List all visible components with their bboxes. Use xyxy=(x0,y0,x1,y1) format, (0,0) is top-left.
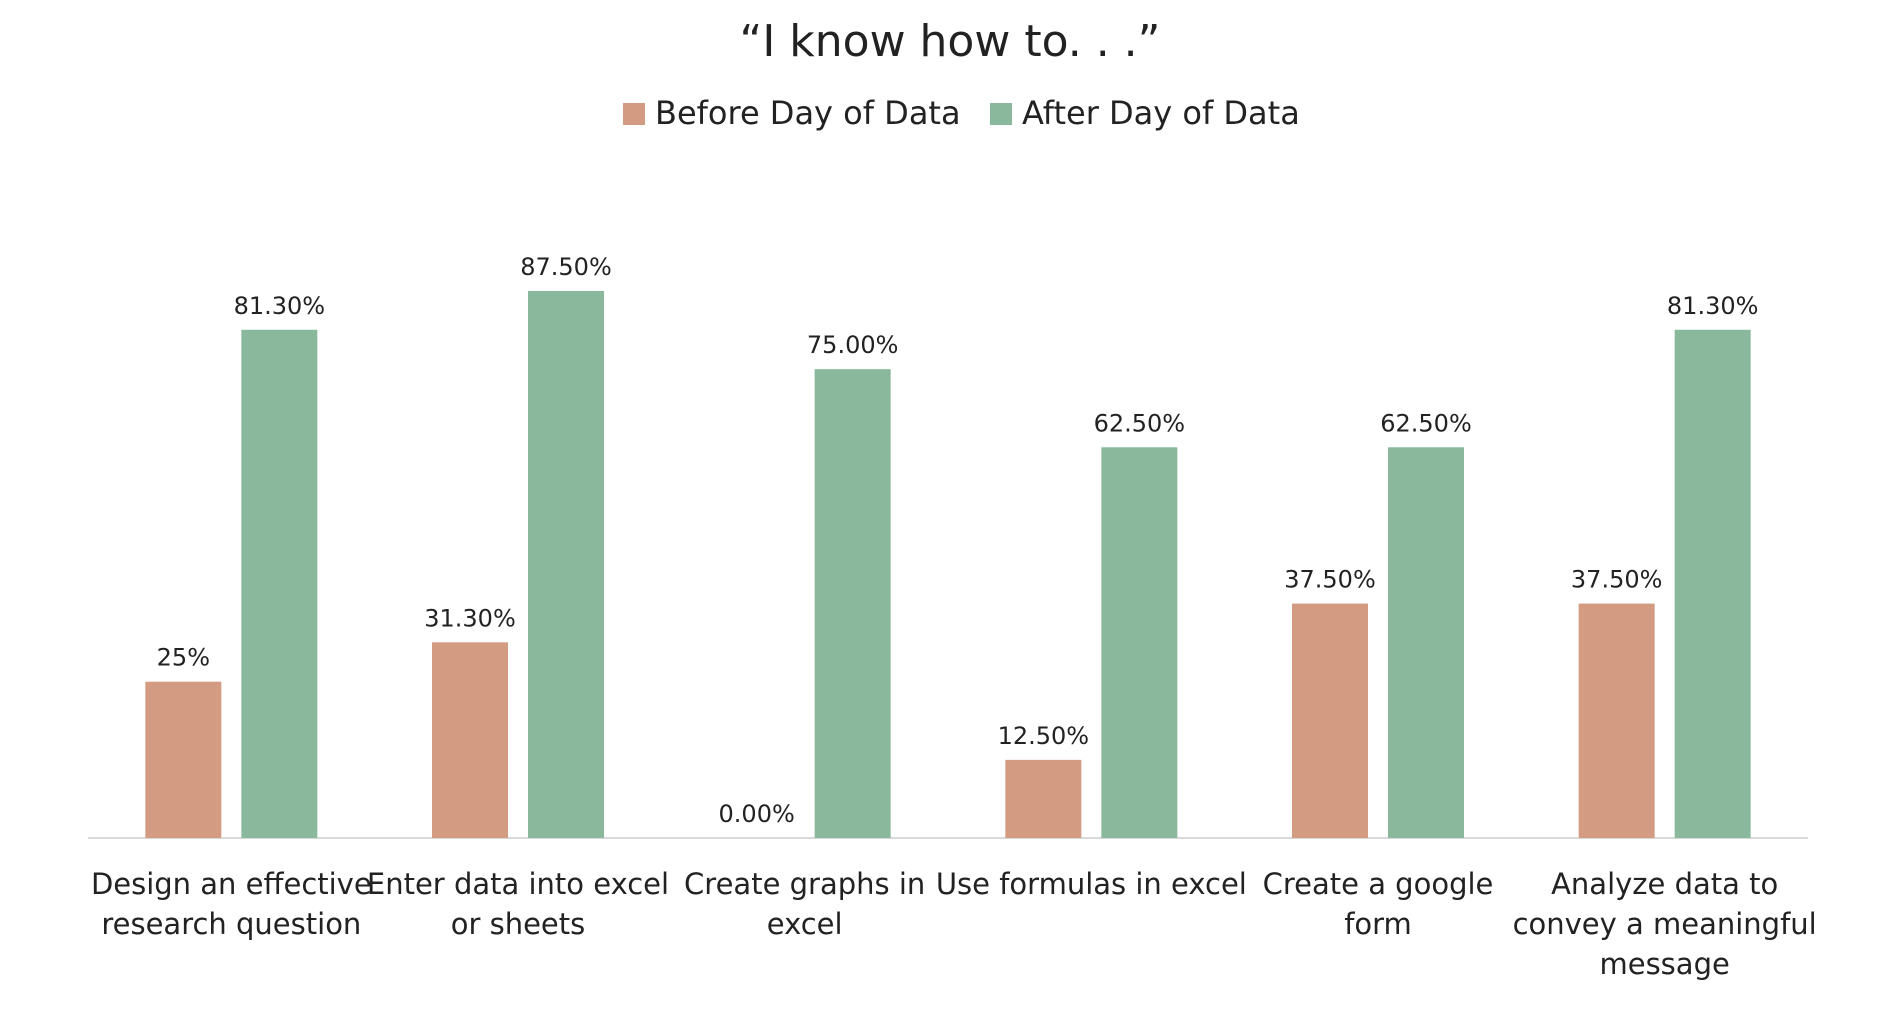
category-label-3: Use formulas in excel xyxy=(936,867,1247,901)
legend-swatch-after xyxy=(990,103,1012,125)
bar-after-4 xyxy=(1388,447,1464,838)
data-label-before-0: 25% xyxy=(157,644,210,672)
bar-before-0 xyxy=(145,681,222,838)
category-label-5: Analyze data to convey a meaningful messag… xyxy=(1513,867,1817,981)
legend-label-after: After Day of Data xyxy=(1022,94,1300,132)
category-label-1: Enter data into excel or sheets xyxy=(367,867,669,941)
bar-before-5 xyxy=(1578,603,1655,838)
legend-swatch-before xyxy=(623,103,645,125)
bar-after-2 xyxy=(814,369,891,838)
category-label-4: Create a google form xyxy=(1263,867,1494,941)
plot-area: 25% 81.30% Design an effective research que… xyxy=(88,253,1817,981)
category-label-0: Design an effective research question xyxy=(91,867,372,941)
legend-label-before: Before Day of Data xyxy=(655,94,961,132)
bar-before-4 xyxy=(1292,603,1368,838)
data-label-after-3: 62.50% xyxy=(1094,409,1186,437)
bar-before-3 xyxy=(1005,759,1082,838)
bar-after-1 xyxy=(528,291,604,838)
data-label-after-1: 87.50% xyxy=(520,253,612,281)
data-label-after-4: 62.50% xyxy=(1380,409,1472,437)
legend-item-after: After Day of Data xyxy=(990,94,1300,132)
data-label-after-5: 81.30% xyxy=(1667,292,1759,320)
bar-after-5 xyxy=(1674,329,1751,838)
data-label-before-5: 37.50% xyxy=(1571,566,1663,594)
bar-before-1 xyxy=(432,642,508,838)
chart-title: “I know how to. . .” xyxy=(740,16,1161,67)
legend: Before Day of Data After Day of Data xyxy=(623,94,1300,132)
data-label-before-2: 0.00% xyxy=(719,800,795,828)
bar-after-0 xyxy=(241,329,318,838)
data-label-after-2: 75.00% xyxy=(807,331,899,359)
legend-item-before: Before Day of Data xyxy=(623,94,961,132)
data-label-after-0: 81.30% xyxy=(234,292,326,320)
bar-after-3 xyxy=(1101,447,1178,838)
data-label-before-4: 37.50% xyxy=(1284,566,1376,594)
data-label-before-3: 12.50% xyxy=(998,722,1090,750)
category-label-2: Create graphs in excel xyxy=(684,867,925,941)
data-label-before-1: 31.30% xyxy=(424,604,516,632)
